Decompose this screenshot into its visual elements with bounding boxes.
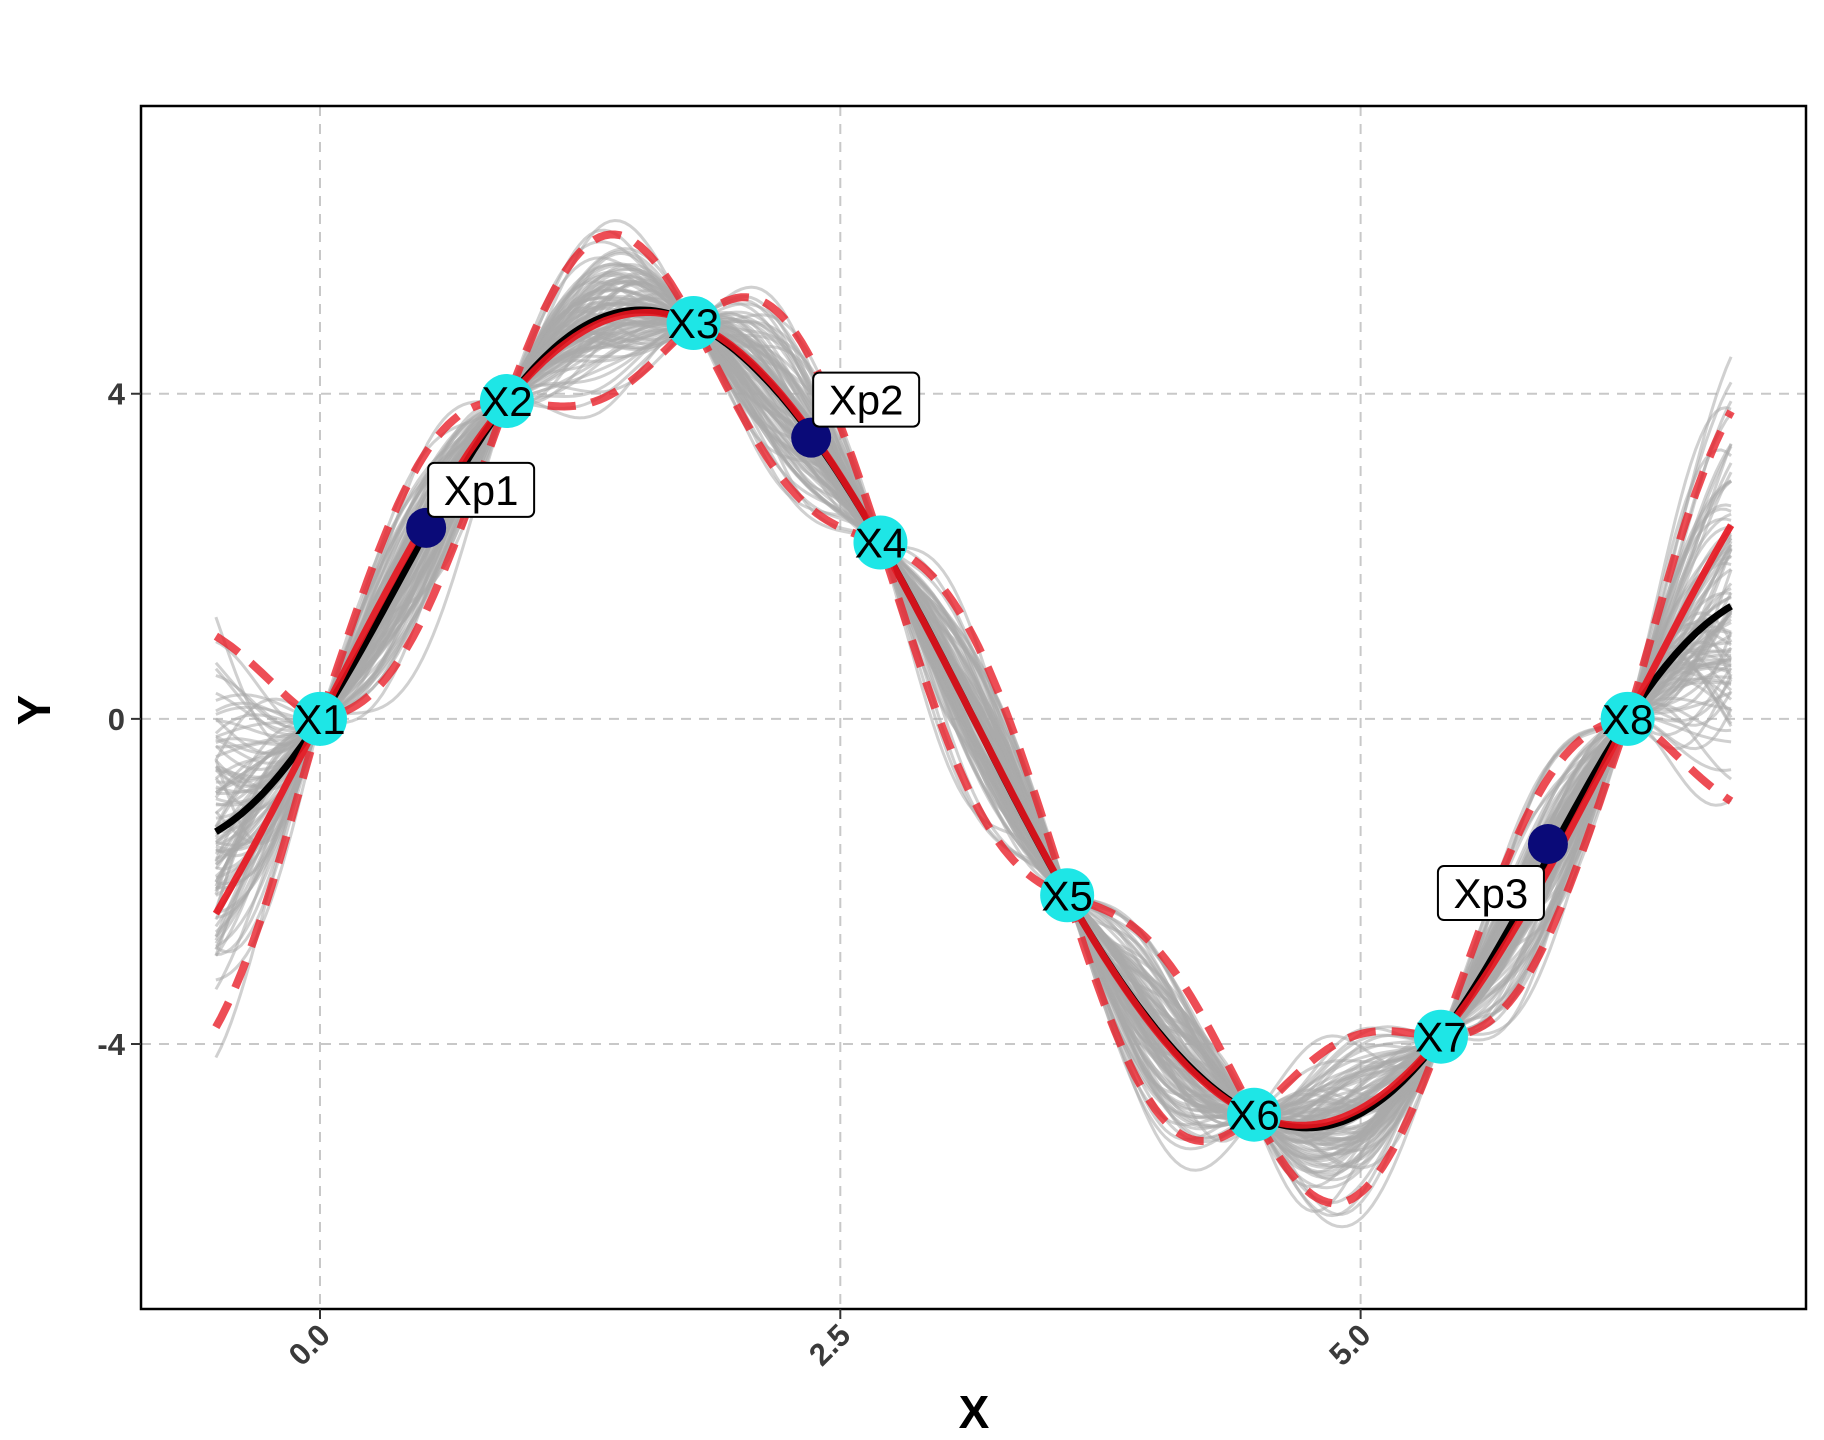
- panel-border: [139, 104, 1808, 1311]
- x-axis-title: X: [959, 1386, 990, 1438]
- training-point: [666, 296, 721, 351]
- training-point-label: X1: [294, 696, 345, 743]
- prediction-point: [406, 507, 447, 548]
- y-axis-title: Y: [8, 695, 60, 726]
- training-point: [292, 691, 347, 746]
- upper-band-line: [213, 230, 1735, 1119]
- training-point-label: X5: [1041, 872, 1092, 919]
- training-point-label: X4: [855, 519, 906, 566]
- training-point: [1600, 691, 1655, 746]
- training-point-label: X7: [1415, 1014, 1466, 1061]
- training-point-label: X8: [1602, 696, 1653, 743]
- prediction-label-box: [1436, 865, 1545, 922]
- true-function-line: [212, 309, 1735, 1129]
- x-tick-label: 2.5: [802, 1317, 857, 1372]
- x-tick-label: 5.0: [1322, 1317, 1377, 1372]
- prediction-point-label: Xp2: [829, 377, 904, 424]
- x-tick-label: 0.0: [282, 1317, 337, 1372]
- training-point: [1413, 1009, 1468, 1064]
- prediction-label-box: [812, 371, 921, 428]
- training-point: [853, 515, 908, 570]
- prediction-point-label: Xp1: [444, 467, 519, 514]
- prediction-label-box: [427, 461, 536, 518]
- points: X1 X2 X3 X4 X5 X6 X7 X8 Xp1 Xp2 Xp3: [292, 296, 1655, 1142]
- training-point: [479, 374, 534, 429]
- y-tick-label: 4: [108, 377, 126, 412]
- training-point-label: X2: [481, 378, 532, 425]
- training-point: [1227, 1087, 1282, 1142]
- prediction-point: [1527, 824, 1568, 865]
- prediction-point-label: Xp3: [1454, 870, 1529, 917]
- training-point-label: X6: [1228, 1092, 1279, 1139]
- training-point: [1040, 868, 1095, 923]
- y-tick-label: -4: [97, 1027, 125, 1062]
- y-tick-label: 0: [108, 702, 125, 737]
- training-point-label: X3: [668, 300, 719, 347]
